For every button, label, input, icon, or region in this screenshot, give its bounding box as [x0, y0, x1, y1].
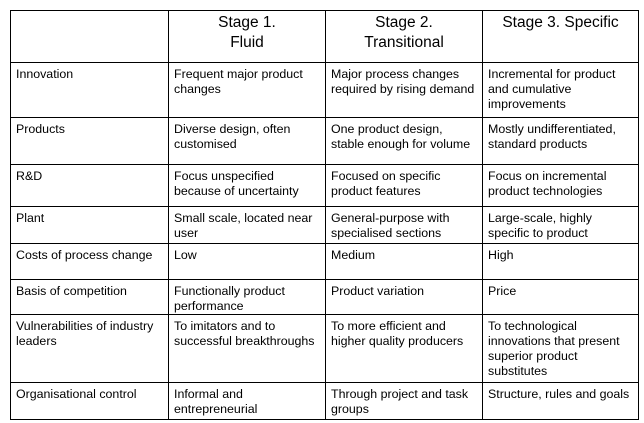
- table-row: Vulnerabilities of industry leaders To im…: [10, 314, 639, 383]
- table-cell: Major process changes required by rising…: [325, 62, 483, 118]
- row-label: Costs of process change: [10, 243, 169, 280]
- header-line: Transitional: [364, 34, 444, 51]
- table-row: Organisational control Informal and entre…: [10, 382, 639, 420]
- row-label: Organisational control: [10, 382, 169, 420]
- table-cell: Functionally product performance: [168, 279, 326, 315]
- row-label: Basis of competition: [10, 279, 169, 315]
- table-cell: Through project and task groups: [325, 382, 483, 420]
- table-cell: Informal and entrepreneurial: [168, 382, 326, 420]
- table-cell: Incremental for product and cumulative i…: [482, 62, 639, 118]
- header-line: Stage 3. Specific: [502, 14, 619, 31]
- table-cell: Low: [168, 243, 326, 280]
- table-cell: Structure, rules and goals: [482, 382, 639, 420]
- header-row: Stage 1. Fluid Stage 2. Transitional Stage 3…: [10, 10, 639, 63]
- table-cell: Large-scale, highly specific to product: [482, 206, 639, 244]
- table-cell: Small scale, located near user: [168, 206, 326, 244]
- table-cell: To technological innovations that presen…: [482, 314, 639, 383]
- table-cell: Medium: [325, 243, 483, 280]
- table-cell: Frequent major product changes: [168, 62, 326, 118]
- table-row: Basis of competition Functionally product…: [10, 279, 639, 315]
- table-cell: Focused on specific product features: [325, 164, 483, 207]
- row-label: Products: [10, 117, 169, 165]
- table-row: Plant Small scale, located near user Gener…: [10, 206, 639, 244]
- header-line: Stage 1.: [218, 14, 276, 31]
- row-label: Innovation: [10, 62, 169, 118]
- table-cell: General-purpose with specialised section…: [325, 206, 483, 244]
- table-cell: Mostly undifferentiated, standard produc…: [482, 117, 639, 165]
- table-row: R&D Focus unspecified because of uncertai…: [10, 164, 639, 207]
- table-cell: To more efficient and higher quality pro…: [325, 314, 483, 383]
- table-cell: Product variation: [325, 279, 483, 315]
- table-cell: Price: [482, 279, 639, 315]
- corner-cell: [10, 10, 169, 63]
- table-cell: To imitators and to successful breakthro…: [168, 314, 326, 383]
- header-cell: Stage 1. Fluid: [168, 10, 326, 63]
- row-label: R&D: [10, 164, 169, 207]
- table-cell: Focus unspecified because of uncertainty: [168, 164, 326, 207]
- table-row: Products Diverse design, often customised…: [10, 117, 639, 165]
- table-cell: Focus on incremental product technologie…: [482, 164, 639, 207]
- table-cell: Diverse design, often customised: [168, 117, 326, 165]
- table-cell: One product design, stable enough for vo…: [325, 117, 483, 165]
- header-line: Fluid: [230, 34, 264, 51]
- header-cell: Stage 2. Transitional: [325, 10, 483, 63]
- row-label: Vulnerabilities of industry leaders: [10, 314, 169, 383]
- row-label: Plant: [10, 206, 169, 244]
- table-row: Costs of process change Low Medium High: [10, 243, 639, 280]
- header-line: Stage 2.: [375, 14, 433, 31]
- table-cell: High: [482, 243, 639, 280]
- header-cell: Stage 3. Specific: [482, 10, 639, 63]
- table-row: Innovation Frequent major product changes…: [10, 62, 639, 118]
- comparison-table: Stage 1. Fluid Stage 2. Transitional Stage 3…: [10, 10, 639, 420]
